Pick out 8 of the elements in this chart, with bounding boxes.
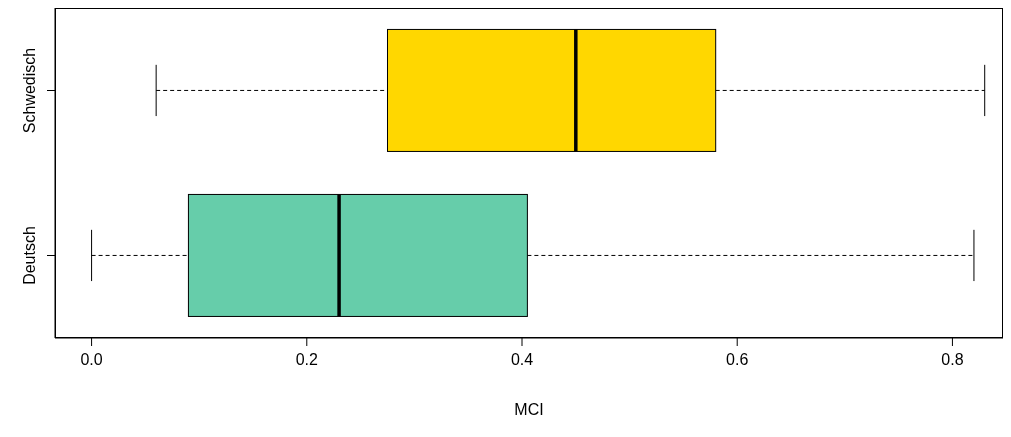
x-tick-label: 0.4 <box>510 351 534 369</box>
x-tick-label: 0.6 <box>726 351 749 369</box>
x-tick-label: 0.8 <box>941 351 964 369</box>
x-tick-label: 0.0 <box>80 351 103 369</box>
y-tick-label: Deutsch <box>21 226 38 285</box>
x-tick-label: 0.2 <box>295 351 319 369</box>
y-tick-label: Schwedisch <box>21 47 38 134</box>
x-axis-title: MCI <box>514 401 544 418</box>
